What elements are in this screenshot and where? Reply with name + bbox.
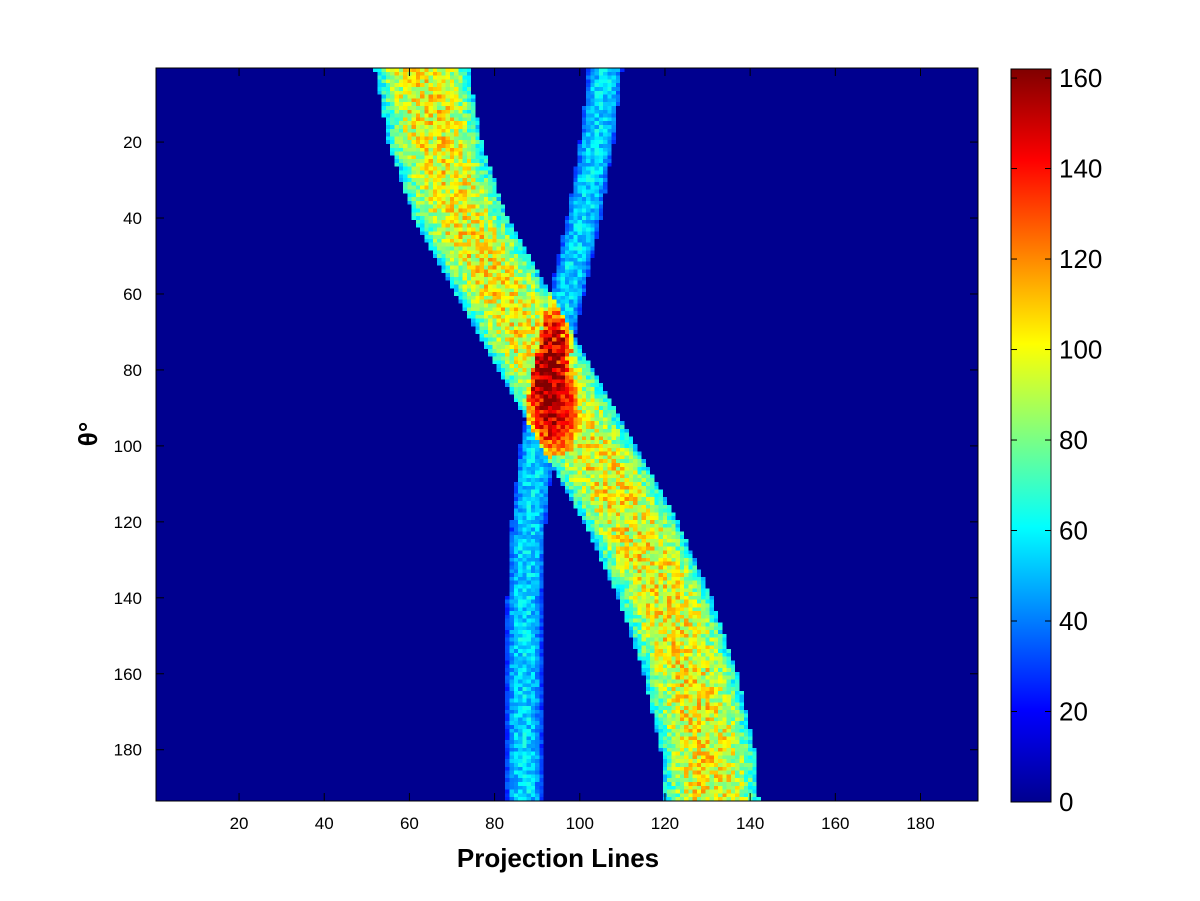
x-tick-label: 120 [651, 814, 679, 833]
y-tick-label: 80 [123, 361, 142, 380]
x-tick-label: 140 [736, 814, 764, 833]
colorbar-tick-label: 140 [1059, 154, 1102, 184]
colorbar-gradient [1011, 69, 1051, 802]
x-tick-label: 20 [230, 814, 249, 833]
x-tick-label: 60 [400, 814, 419, 833]
plot-area: 20 40 60 80 100 120 140 160 180 20 40 60 80 100 120 14… [114, 67, 979, 833]
y-tick-label: 180 [114, 741, 142, 760]
y-axis-title: θ° [73, 422, 103, 446]
colorbar-ticks: 0 20 40 60 80 100 120 140 160 [1011, 63, 1102, 817]
colorbar-tick-label: 80 [1059, 425, 1088, 455]
y-tick-label: 160 [114, 665, 142, 684]
y-tick-label: 60 [123, 285, 142, 304]
x-axis-ticks: 20 40 60 80 100 120 140 160 180 [230, 68, 935, 833]
colorbar-tick-label: 20 [1059, 697, 1088, 727]
x-tick-label: 100 [566, 814, 594, 833]
y-tick-label: 140 [114, 589, 142, 608]
x-tick-label: 180 [906, 814, 934, 833]
x-tick-label: 80 [485, 814, 504, 833]
colorbar-tick-label: 120 [1059, 244, 1102, 274]
plot-frame [155, 67, 979, 802]
x-tick-label: 160 [821, 814, 849, 833]
y-tick-label: 20 [123, 133, 142, 152]
colorbar-frame [1010, 68, 1052, 803]
y-tick-label: 120 [114, 513, 142, 532]
colorbar: 0 20 40 60 80 100 120 140 160 [1010, 63, 1102, 817]
x-axis-title: Projection Lines [457, 843, 659, 873]
colorbar-tick-label: 0 [1059, 787, 1073, 817]
colorbar-tick-label: 160 [1059, 63, 1102, 93]
colorbar-tick-label: 60 [1059, 516, 1088, 546]
y-tick-label: 100 [114, 437, 142, 456]
colorbar-tick-label: 40 [1059, 606, 1088, 636]
y-tick-label: 40 [123, 209, 142, 228]
y-axis-ticks: 20 40 60 80 100 120 140 160 180 [114, 133, 978, 760]
colorbar-tick-label: 100 [1059, 335, 1102, 365]
x-tick-label: 40 [315, 814, 334, 833]
